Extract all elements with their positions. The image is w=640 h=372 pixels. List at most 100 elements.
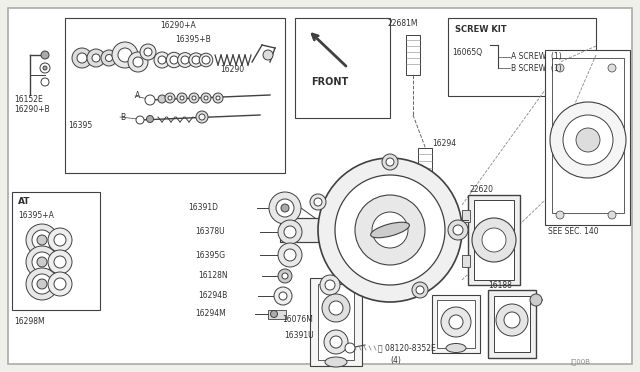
Circle shape xyxy=(278,220,302,244)
Text: SCREW KIT: SCREW KIT xyxy=(455,26,507,35)
Circle shape xyxy=(271,311,278,317)
Text: B SCREW  (1): B SCREW (1) xyxy=(511,64,562,73)
Text: SEE SEC. 140: SEE SEC. 140 xyxy=(548,228,598,237)
Text: 16395+B: 16395+B xyxy=(175,35,211,45)
Bar xyxy=(406,35,420,75)
Circle shape xyxy=(504,312,520,328)
Circle shape xyxy=(320,275,340,295)
Circle shape xyxy=(48,228,72,252)
Circle shape xyxy=(325,280,335,290)
Text: 16391U: 16391U xyxy=(284,331,314,340)
Text: A SCREW  (1): A SCREW (1) xyxy=(511,52,562,61)
Circle shape xyxy=(496,304,528,336)
Text: AT: AT xyxy=(18,198,31,206)
Circle shape xyxy=(329,301,343,315)
Circle shape xyxy=(54,278,66,290)
Circle shape xyxy=(608,211,616,219)
Circle shape xyxy=(472,218,516,262)
Text: Ⓑ 08120-8352E: Ⓑ 08120-8352E xyxy=(378,343,436,353)
Bar xyxy=(65,18,285,173)
Circle shape xyxy=(281,204,289,212)
Circle shape xyxy=(32,230,52,250)
Circle shape xyxy=(274,287,292,305)
Text: 16294M: 16294M xyxy=(195,310,226,318)
Bar xyxy=(12,192,100,310)
Bar xyxy=(318,284,354,360)
Circle shape xyxy=(32,274,52,294)
Bar xyxy=(418,148,432,178)
Circle shape xyxy=(449,315,463,329)
Circle shape xyxy=(330,336,342,348)
Circle shape xyxy=(118,48,132,62)
Circle shape xyxy=(26,268,58,300)
Circle shape xyxy=(453,225,463,235)
Circle shape xyxy=(180,96,184,100)
Circle shape xyxy=(37,257,47,267)
Ellipse shape xyxy=(371,222,410,238)
Circle shape xyxy=(92,54,100,62)
Circle shape xyxy=(310,194,326,210)
Circle shape xyxy=(345,343,355,353)
Circle shape xyxy=(563,115,613,165)
Circle shape xyxy=(284,249,296,261)
Circle shape xyxy=(216,96,220,100)
Text: B: B xyxy=(120,112,125,122)
Circle shape xyxy=(48,250,72,274)
Circle shape xyxy=(177,93,187,103)
Circle shape xyxy=(41,51,49,59)
Circle shape xyxy=(279,292,287,300)
Circle shape xyxy=(41,78,49,86)
Circle shape xyxy=(140,44,156,60)
Circle shape xyxy=(133,57,143,67)
Circle shape xyxy=(158,56,166,64)
Text: 16294: 16294 xyxy=(432,138,456,148)
Circle shape xyxy=(202,56,210,64)
Circle shape xyxy=(178,52,193,67)
Bar xyxy=(448,18,596,96)
Circle shape xyxy=(318,158,462,302)
Bar xyxy=(310,278,362,366)
Text: 16395+A: 16395+A xyxy=(18,211,54,219)
Circle shape xyxy=(482,228,506,252)
Bar xyxy=(474,200,514,280)
Circle shape xyxy=(54,234,66,246)
Circle shape xyxy=(276,199,294,217)
Bar xyxy=(462,210,470,222)
Bar xyxy=(468,195,520,285)
Circle shape xyxy=(158,95,166,103)
Text: 16152E: 16152E xyxy=(14,96,43,105)
Circle shape xyxy=(87,49,105,67)
Text: 16290+A: 16290+A xyxy=(160,20,196,29)
Circle shape xyxy=(448,220,468,240)
Circle shape xyxy=(278,269,292,283)
Bar xyxy=(295,18,390,118)
Text: 16395G: 16395G xyxy=(195,250,225,260)
Circle shape xyxy=(416,286,424,294)
Circle shape xyxy=(192,56,200,64)
Circle shape xyxy=(48,272,72,296)
Text: 16290: 16290 xyxy=(220,65,244,74)
Text: 16294B: 16294B xyxy=(198,292,227,301)
Circle shape xyxy=(314,198,322,206)
Circle shape xyxy=(263,50,273,60)
Circle shape xyxy=(556,211,564,219)
Circle shape xyxy=(26,224,58,256)
Circle shape xyxy=(189,53,203,67)
Circle shape xyxy=(201,93,211,103)
Text: 16378U: 16378U xyxy=(195,228,225,237)
Circle shape xyxy=(37,235,47,245)
Text: 22620: 22620 xyxy=(470,186,494,195)
Circle shape xyxy=(441,307,471,337)
Bar xyxy=(437,300,475,348)
Text: 16391D: 16391D xyxy=(188,203,218,212)
Text: 16298M: 16298M xyxy=(14,317,45,327)
Ellipse shape xyxy=(446,343,466,353)
Text: 16188: 16188 xyxy=(488,280,512,289)
Bar xyxy=(552,58,624,213)
Circle shape xyxy=(278,243,302,267)
Bar xyxy=(494,296,530,352)
Circle shape xyxy=(168,96,172,100)
Circle shape xyxy=(54,256,66,268)
Circle shape xyxy=(112,42,138,68)
Circle shape xyxy=(165,93,175,103)
